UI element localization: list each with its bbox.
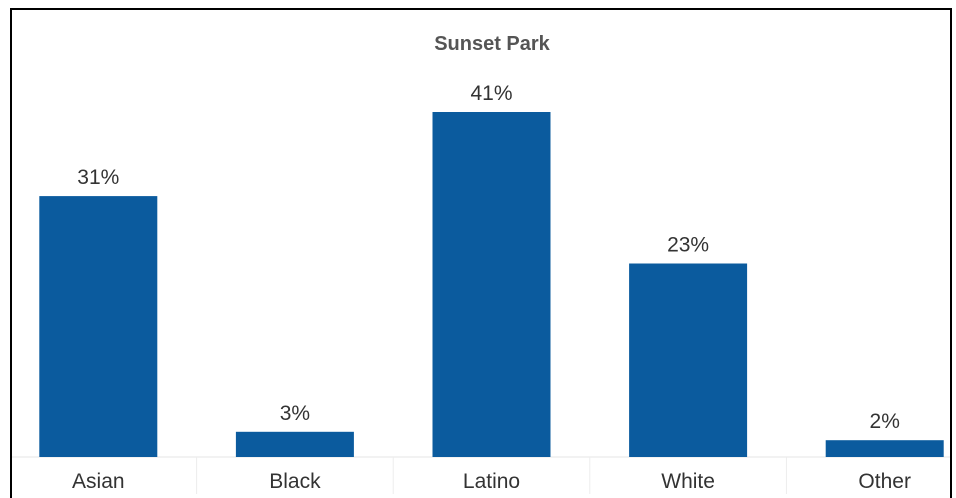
x-axis-labels: Asian Black Latino White Other — [72, 470, 911, 493]
data-label-white: 23% — [667, 234, 709, 257]
x-tick-label-latino: Latino — [463, 470, 520, 493]
bar-white — [629, 263, 748, 457]
bar-asian — [39, 196, 158, 457]
bar-black — [235, 431, 354, 457]
x-axis-ticks — [196, 457, 787, 494]
data-labels: 31% 3% 41% 23% 2% — [77, 82, 900, 433]
bars — [39, 112, 944, 457]
x-tick-label-white: White — [661, 470, 715, 493]
data-label-latino: 41% — [470, 82, 512, 105]
x-tick-label-black: Black — [269, 470, 321, 493]
data-label-other: 2% — [870, 410, 900, 433]
data-label-black: 3% — [280, 402, 310, 425]
chart-title: Sunset Park — [434, 33, 550, 55]
bar-other — [825, 440, 944, 457]
x-tick-label-other: Other — [858, 470, 911, 493]
data-label-asian: 31% — [77, 166, 119, 189]
bar-latino — [432, 112, 551, 457]
x-tick-label-asian: Asian — [72, 470, 125, 493]
